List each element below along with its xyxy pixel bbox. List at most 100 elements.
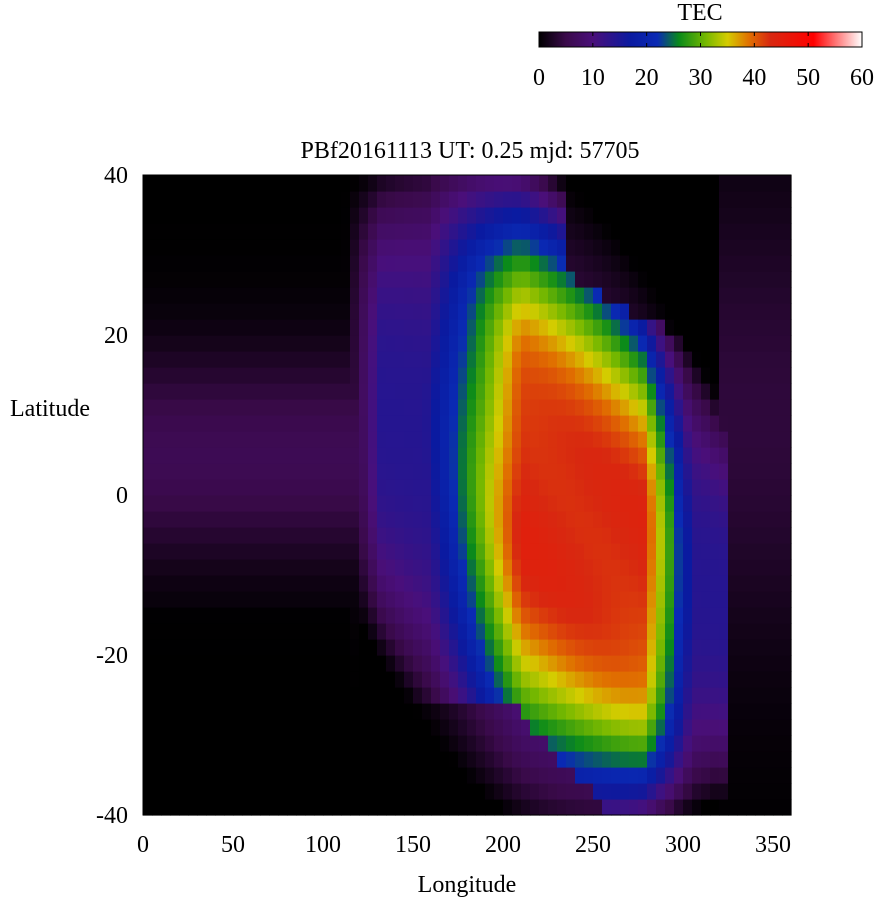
heatmap-cell bbox=[557, 655, 567, 672]
heatmap-cell bbox=[395, 719, 405, 736]
heatmap-cell bbox=[197, 655, 207, 672]
heatmap-cell bbox=[332, 191, 342, 208]
heatmap-cell bbox=[260, 575, 270, 592]
heatmap-cell bbox=[359, 495, 369, 512]
heatmap-cell bbox=[575, 511, 585, 528]
heatmap-cell bbox=[494, 415, 504, 432]
heatmap-cell bbox=[404, 495, 414, 512]
heatmap-cell bbox=[692, 511, 702, 528]
heatmap-cell bbox=[476, 223, 486, 240]
heatmap-cell bbox=[773, 303, 783, 320]
heatmap-cell bbox=[377, 303, 387, 320]
heatmap-cell bbox=[305, 607, 315, 624]
heatmap-cell bbox=[530, 255, 540, 272]
heatmap-cell bbox=[350, 351, 360, 368]
heatmap-cell bbox=[368, 655, 378, 672]
heatmap-cell bbox=[314, 623, 324, 640]
heatmap-cell bbox=[503, 303, 513, 320]
heatmap-cell bbox=[467, 623, 477, 640]
heatmap-cell bbox=[755, 255, 765, 272]
heatmap-cell bbox=[584, 783, 594, 800]
heatmap-cell bbox=[395, 671, 405, 688]
heatmap-cell bbox=[494, 431, 504, 448]
heatmap-cell bbox=[323, 191, 333, 208]
heatmap-cell bbox=[359, 703, 369, 720]
heatmap-cell bbox=[386, 287, 396, 304]
heatmap-cell bbox=[440, 495, 450, 512]
heatmap-cell bbox=[656, 543, 666, 560]
heatmap-cell bbox=[341, 591, 351, 608]
heatmap-cell bbox=[665, 799, 675, 816]
heatmap-cell bbox=[287, 783, 297, 800]
heatmap-cell bbox=[692, 767, 702, 784]
heatmap-cell bbox=[143, 207, 153, 224]
heatmap-cell bbox=[647, 655, 657, 672]
heatmap-cell bbox=[197, 399, 207, 416]
heatmap-cell bbox=[215, 543, 225, 560]
heatmap-cell bbox=[350, 703, 360, 720]
heatmap-cell bbox=[656, 175, 666, 192]
heatmap-cell bbox=[539, 783, 549, 800]
heatmap-cell bbox=[557, 175, 567, 192]
heatmap-cell bbox=[341, 655, 351, 672]
heatmap-cell bbox=[521, 367, 531, 384]
heatmap-cell bbox=[692, 447, 702, 464]
heatmap-cell bbox=[449, 655, 459, 672]
heatmap-cell bbox=[755, 447, 765, 464]
x-tick-label: 150 bbox=[395, 832, 431, 858]
heatmap-cell bbox=[476, 175, 486, 192]
heatmap-cell bbox=[494, 175, 504, 192]
heatmap-cell bbox=[629, 351, 639, 368]
heatmap-cell bbox=[557, 479, 567, 496]
heatmap-cell bbox=[566, 223, 576, 240]
heatmap-cell bbox=[170, 591, 180, 608]
heatmap-cell bbox=[755, 799, 765, 816]
heatmap-cell bbox=[332, 479, 342, 496]
heatmap-cell bbox=[170, 287, 180, 304]
heatmap-cell bbox=[323, 223, 333, 240]
heatmap-cell bbox=[485, 191, 495, 208]
heatmap-cell bbox=[179, 751, 189, 768]
heatmap-cell bbox=[287, 527, 297, 544]
heatmap-cell bbox=[404, 511, 414, 528]
heatmap-cell bbox=[548, 383, 558, 400]
heatmap-cell bbox=[701, 447, 711, 464]
heatmap-cell bbox=[575, 799, 585, 816]
heatmap-cell bbox=[593, 207, 603, 224]
heatmap-cell bbox=[368, 703, 378, 720]
heatmap-cell bbox=[215, 575, 225, 592]
heatmap-cell bbox=[701, 559, 711, 576]
heatmap-cell bbox=[503, 479, 513, 496]
heatmap-cell bbox=[575, 687, 585, 704]
heatmap-cell bbox=[548, 671, 558, 688]
heatmap-cell bbox=[242, 479, 252, 496]
heatmap-cell bbox=[413, 319, 423, 336]
heatmap-cell bbox=[467, 351, 477, 368]
heatmap-cell bbox=[440, 591, 450, 608]
heatmap-cell bbox=[611, 431, 621, 448]
heatmap-cell bbox=[278, 495, 288, 512]
heatmap-cell bbox=[431, 799, 441, 816]
heatmap-cell bbox=[746, 543, 756, 560]
heatmap-cell bbox=[647, 303, 657, 320]
heatmap-cell bbox=[746, 271, 756, 288]
heatmap-cell bbox=[161, 687, 171, 704]
heatmap-cell bbox=[575, 271, 585, 288]
heatmap-cell bbox=[638, 719, 648, 736]
heatmap-cell bbox=[629, 655, 639, 672]
heatmap-cell bbox=[701, 399, 711, 416]
heatmap-cell bbox=[629, 415, 639, 432]
heatmap-cell bbox=[269, 447, 279, 464]
x-axis-ticks: 0 50 100 150 200 250 300 350 bbox=[137, 832, 791, 858]
heatmap-cell bbox=[350, 479, 360, 496]
heatmap-cell bbox=[566, 671, 576, 688]
heatmap-cell bbox=[539, 479, 549, 496]
heatmap-cell bbox=[386, 799, 396, 816]
heatmap-cell bbox=[233, 495, 243, 512]
heatmap-cell bbox=[386, 655, 396, 672]
heatmap-cell bbox=[467, 399, 477, 416]
heatmap-cell bbox=[188, 479, 198, 496]
heatmap-cell bbox=[683, 383, 693, 400]
heatmap-cell bbox=[350, 431, 360, 448]
heatmap-cell bbox=[152, 319, 162, 336]
